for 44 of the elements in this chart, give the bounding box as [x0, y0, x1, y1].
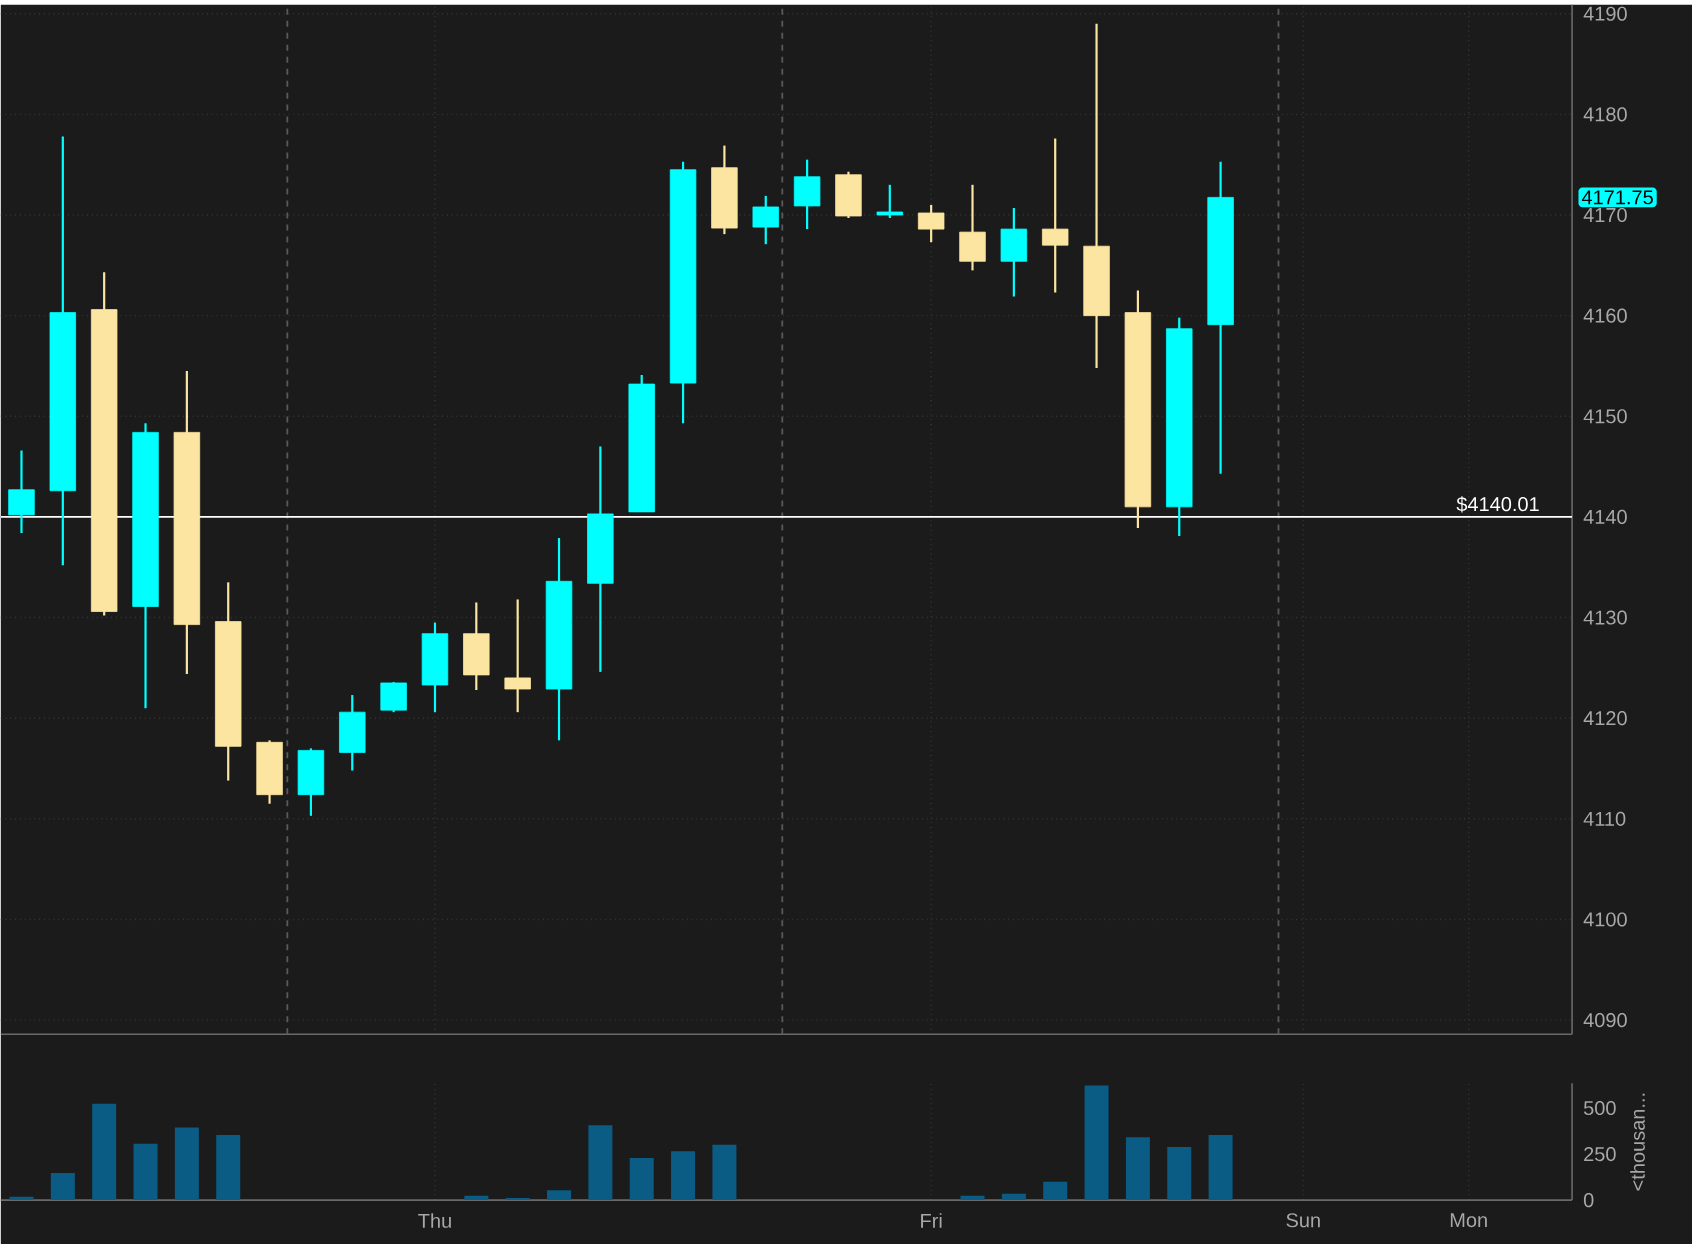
candlestick: [876, 183, 904, 220]
bar: [629, 1157, 654, 1201]
y-tick-label: 4170: [1583, 207, 1627, 223]
candlestick: [504, 598, 531, 714]
candlestick: [1041, 137, 1069, 294]
x-tick-label: Sun: [1286, 1213, 1320, 1228]
y-tick-label: 250: [1584, 1146, 1616, 1162]
y-tick-label: 0: [1583, 1193, 1594, 1208]
bar: [1084, 1085, 1109, 1201]
y-tick-label: 4110: [1583, 811, 1626, 826]
y-tick-label: 4120: [1583, 711, 1627, 726]
ref-line-label: $4140.01: [1456, 496, 1539, 513]
bar: [1167, 1147, 1192, 1201]
bar: [588, 1125, 613, 1201]
bar: [464, 1195, 489, 1201]
bar: [960, 1195, 985, 1201]
bar: [216, 1135, 241, 1201]
y-tick-label: 4130: [1583, 610, 1627, 625]
bar: [1125, 1137, 1150, 1201]
y-tick-label: 4160: [1583, 308, 1627, 323]
y-tick-label: 4100: [1583, 912, 1627, 927]
bar: [1208, 1135, 1233, 1201]
x-tick-label: Mon: [1450, 1213, 1487, 1228]
bar: [1043, 1181, 1068, 1201]
x-tick-label: Fri: [921, 1213, 942, 1228]
y-axis-title: <thousan...: [1630, 1093, 1645, 1191]
y-tick-label: 4150: [1583, 409, 1627, 424]
bar: [133, 1143, 158, 1201]
bar: [50, 1173, 75, 1201]
bar: [92, 1103, 117, 1201]
y-tick-label: 500: [1583, 1100, 1616, 1116]
bar: [174, 1127, 199, 1201]
bar: [671, 1151, 696, 1201]
bar: [505, 1197, 530, 1201]
y-tick-label: 4180: [1583, 107, 1627, 122]
text: 4171.75: [1581, 190, 1653, 205]
bar: [547, 1190, 572, 1201]
y-tick-label: 4090: [1583, 1012, 1627, 1028]
x-tick-label: Thu: [418, 1213, 451, 1228]
bar: [9, 1196, 34, 1201]
y-tick-label: 4140: [1583, 509, 1627, 524]
bar: [712, 1144, 737, 1201]
y-tick-label: 4190: [1583, 6, 1627, 21]
bar: [1001, 1193, 1026, 1201]
